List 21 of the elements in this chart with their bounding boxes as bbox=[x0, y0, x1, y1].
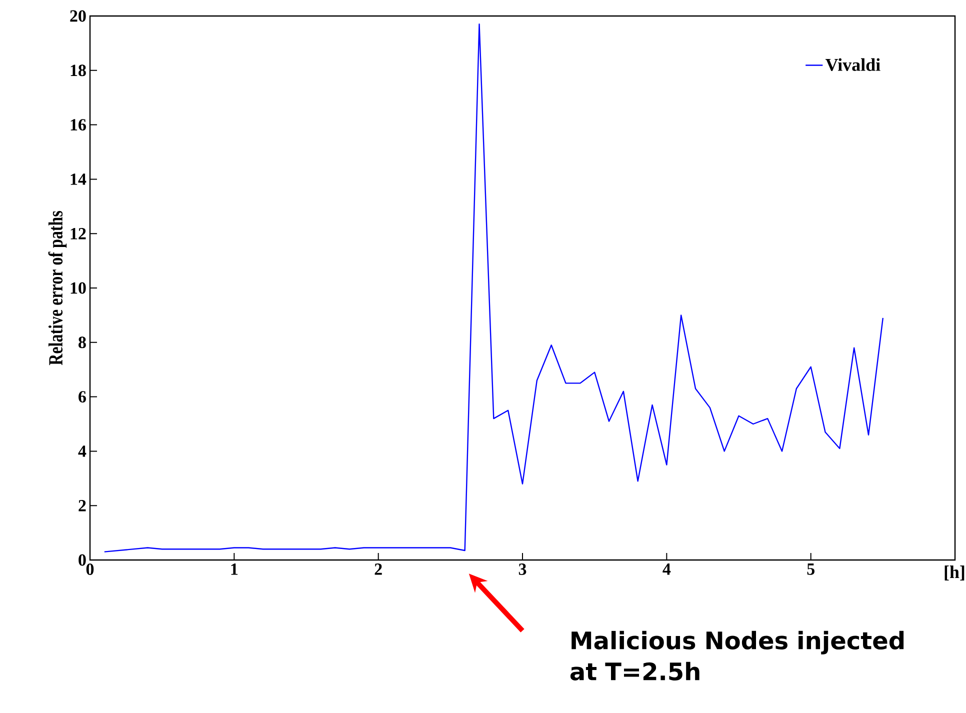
x-tick-label: 5 bbox=[807, 564, 814, 575]
x-tick-label: 4 bbox=[662, 564, 671, 575]
y-tick-label: 18 bbox=[70, 64, 86, 76]
y-tick-label: 2 bbox=[78, 500, 86, 512]
text: Malicious Nodes injected at T=2.5h bbox=[570, 630, 904, 681]
x-tick-label: 2 bbox=[374, 564, 382, 575]
x-tick-label: 0 bbox=[86, 564, 94, 576]
y-tick-label: 16 bbox=[70, 119, 86, 131]
y-tick-label: 6 bbox=[78, 391, 86, 403]
legend-label: Vivaldi bbox=[825, 58, 880, 72]
y-tick-label: 8 bbox=[78, 336, 86, 348]
x-tick-label: 3 bbox=[518, 564, 526, 575]
y-tick-label: 4 bbox=[78, 446, 86, 457]
x-tick-label: 1 bbox=[231, 564, 238, 575]
y-tick-label: 14 bbox=[70, 174, 86, 185]
y-tick-label: 12 bbox=[70, 228, 86, 240]
y-axis-title: Relative error of paths bbox=[48, 211, 67, 366]
y-tick-label: 10 bbox=[70, 282, 86, 294]
y-tick-label: 20 bbox=[70, 10, 86, 22]
y-tick-label: 0 bbox=[78, 554, 86, 566]
x-axis-title: [h] bbox=[944, 566, 964, 580]
